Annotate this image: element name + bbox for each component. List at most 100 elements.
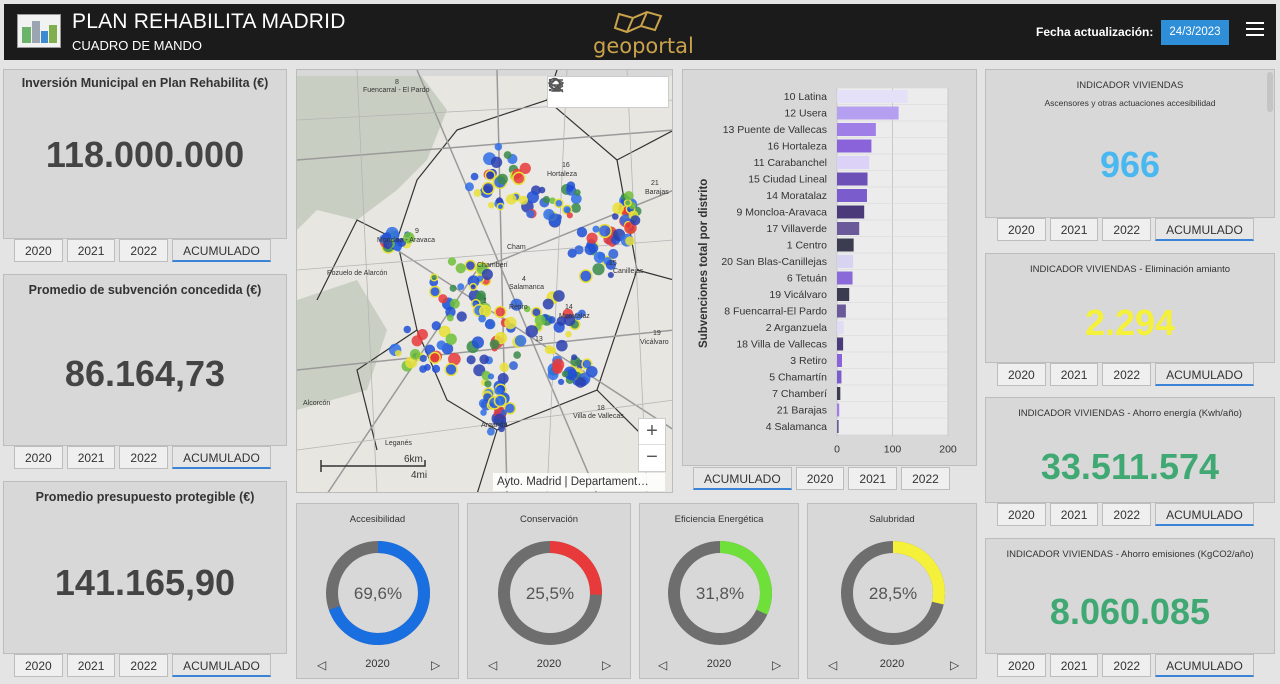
map-point[interactable] xyxy=(612,202,625,215)
tab-2020[interactable]: 2020 xyxy=(997,363,1046,386)
bar[interactable] xyxy=(837,156,870,169)
map-point[interactable] xyxy=(586,232,598,244)
donut-arc[interactable] xyxy=(326,541,430,645)
tab-2022[interactable]: 2022 xyxy=(1102,503,1152,526)
bar[interactable] xyxy=(837,304,846,318)
map-point[interactable] xyxy=(496,202,505,211)
tab-2022[interactable]: 2022 xyxy=(901,467,950,490)
bar[interactable] xyxy=(837,90,908,103)
map-point[interactable] xyxy=(446,314,454,322)
map-point[interactable] xyxy=(444,362,458,377)
map-point[interactable] xyxy=(447,257,457,266)
map-point[interactable] xyxy=(503,402,517,415)
map-point[interactable] xyxy=(542,195,551,204)
map-point[interactable] xyxy=(574,245,584,255)
layers-icon[interactable] xyxy=(548,77,668,107)
scrollbar[interactable] xyxy=(1267,72,1273,112)
home-icon[interactable] xyxy=(549,77,608,107)
map-point[interactable] xyxy=(553,198,564,209)
bar[interactable] xyxy=(837,189,867,202)
bar[interactable] xyxy=(837,139,872,153)
map-point[interactable] xyxy=(431,321,441,331)
tab-2020[interactable]: 2020 xyxy=(14,239,63,262)
map-point[interactable] xyxy=(481,268,493,280)
bar[interactable] xyxy=(837,403,840,417)
map-point[interactable] xyxy=(556,316,567,326)
map-point[interactable] xyxy=(566,184,574,192)
map-point[interactable] xyxy=(512,171,526,186)
map-point[interactable] xyxy=(500,409,507,416)
tab-2020[interactable]: 2020 xyxy=(14,446,63,469)
next-arrow-icon[interactable]: ▷ xyxy=(950,658,960,672)
tab-acumulado[interactable]: ACUMULADO xyxy=(1155,218,1254,241)
map-point[interactable] xyxy=(525,325,538,338)
next-arrow-icon[interactable]: ▷ xyxy=(431,658,441,672)
tab-acumulado[interactable]: ACUMULADO xyxy=(172,239,271,262)
map-point[interactable] xyxy=(449,298,460,309)
map-point[interactable] xyxy=(445,306,456,318)
map-point[interactable] xyxy=(534,314,546,326)
bar[interactable] xyxy=(837,123,876,136)
bar[interactable] xyxy=(837,172,868,186)
tab-2022[interactable]: 2022 xyxy=(1102,218,1152,241)
map-point[interactable] xyxy=(484,169,496,181)
bar[interactable] xyxy=(837,288,850,301)
map-point[interactable] xyxy=(542,298,554,310)
next-arrow-icon[interactable]: ▷ xyxy=(602,658,612,672)
tab-2021[interactable]: 2021 xyxy=(1049,654,1099,677)
map-point[interactable] xyxy=(429,285,441,298)
map-point[interactable] xyxy=(585,365,598,378)
map-point[interactable] xyxy=(470,172,479,181)
map-point[interactable] xyxy=(505,193,517,205)
zoom-in-button[interactable]: + xyxy=(639,419,665,445)
bar[interactable] xyxy=(837,238,854,252)
tab-2021[interactable]: 2021 xyxy=(1049,218,1099,241)
map-point[interactable] xyxy=(464,182,474,192)
hamburger-menu-icon[interactable] xyxy=(1246,22,1264,37)
map-point[interactable] xyxy=(445,333,457,345)
map-point[interactable] xyxy=(574,189,581,196)
tab-2020[interactable]: 2020 xyxy=(997,654,1046,677)
map-point[interactable] xyxy=(405,356,418,369)
map-point[interactable] xyxy=(571,203,581,213)
map-attribution[interactable]: Ayto. Madrid | Departament… xyxy=(493,473,665,491)
map-point[interactable] xyxy=(592,225,600,233)
map-point[interactable] xyxy=(565,331,572,338)
map-point[interactable] xyxy=(563,314,576,327)
map-point[interactable] xyxy=(431,364,441,373)
map-point[interactable] xyxy=(489,339,500,350)
tab-2021[interactable]: 2021 xyxy=(848,467,898,490)
donut-arc[interactable] xyxy=(498,541,602,645)
map-point[interactable] xyxy=(438,294,448,304)
map-point[interactable] xyxy=(518,195,529,205)
map-point[interactable] xyxy=(605,259,616,270)
bar[interactable] xyxy=(837,420,839,433)
tab-2021[interactable]: 2021 xyxy=(66,446,116,469)
map-point[interactable] xyxy=(478,314,486,323)
bar[interactable] xyxy=(837,205,865,219)
map-point[interactable] xyxy=(383,239,393,249)
map-point[interactable] xyxy=(419,354,427,363)
tab-acumulado[interactable]: ACUMULADO xyxy=(1155,654,1254,677)
legend-icon[interactable] xyxy=(548,77,638,107)
tab-2021[interactable]: 2021 xyxy=(66,239,116,262)
map-point[interactable] xyxy=(494,142,503,151)
map-point[interactable] xyxy=(382,232,392,242)
donut-arc[interactable] xyxy=(668,541,772,645)
bar[interactable] xyxy=(837,255,854,268)
map-point[interactable] xyxy=(476,290,486,301)
tab-2021[interactable]: 2021 xyxy=(1049,503,1099,526)
donut-arc[interactable] xyxy=(841,541,945,645)
tab-2021[interactable]: 2021 xyxy=(66,654,116,677)
tab-acumulado[interactable]: ACUMULADO xyxy=(1155,363,1254,386)
map-point[interactable] xyxy=(488,201,495,209)
bar[interactable] xyxy=(837,370,842,384)
district-map[interactable]: 8 Fuencarral - El Pardo 16 Hortaleza 21 … xyxy=(296,69,673,493)
tab-acumulado[interactable]: ACUMULADO xyxy=(693,467,792,490)
map-point[interactable] xyxy=(526,190,539,204)
map-point[interactable] xyxy=(484,319,495,330)
map-point[interactable] xyxy=(428,351,441,364)
map-point[interactable] xyxy=(457,283,465,291)
map-point[interactable] xyxy=(523,305,531,313)
map-point[interactable] xyxy=(497,173,508,185)
